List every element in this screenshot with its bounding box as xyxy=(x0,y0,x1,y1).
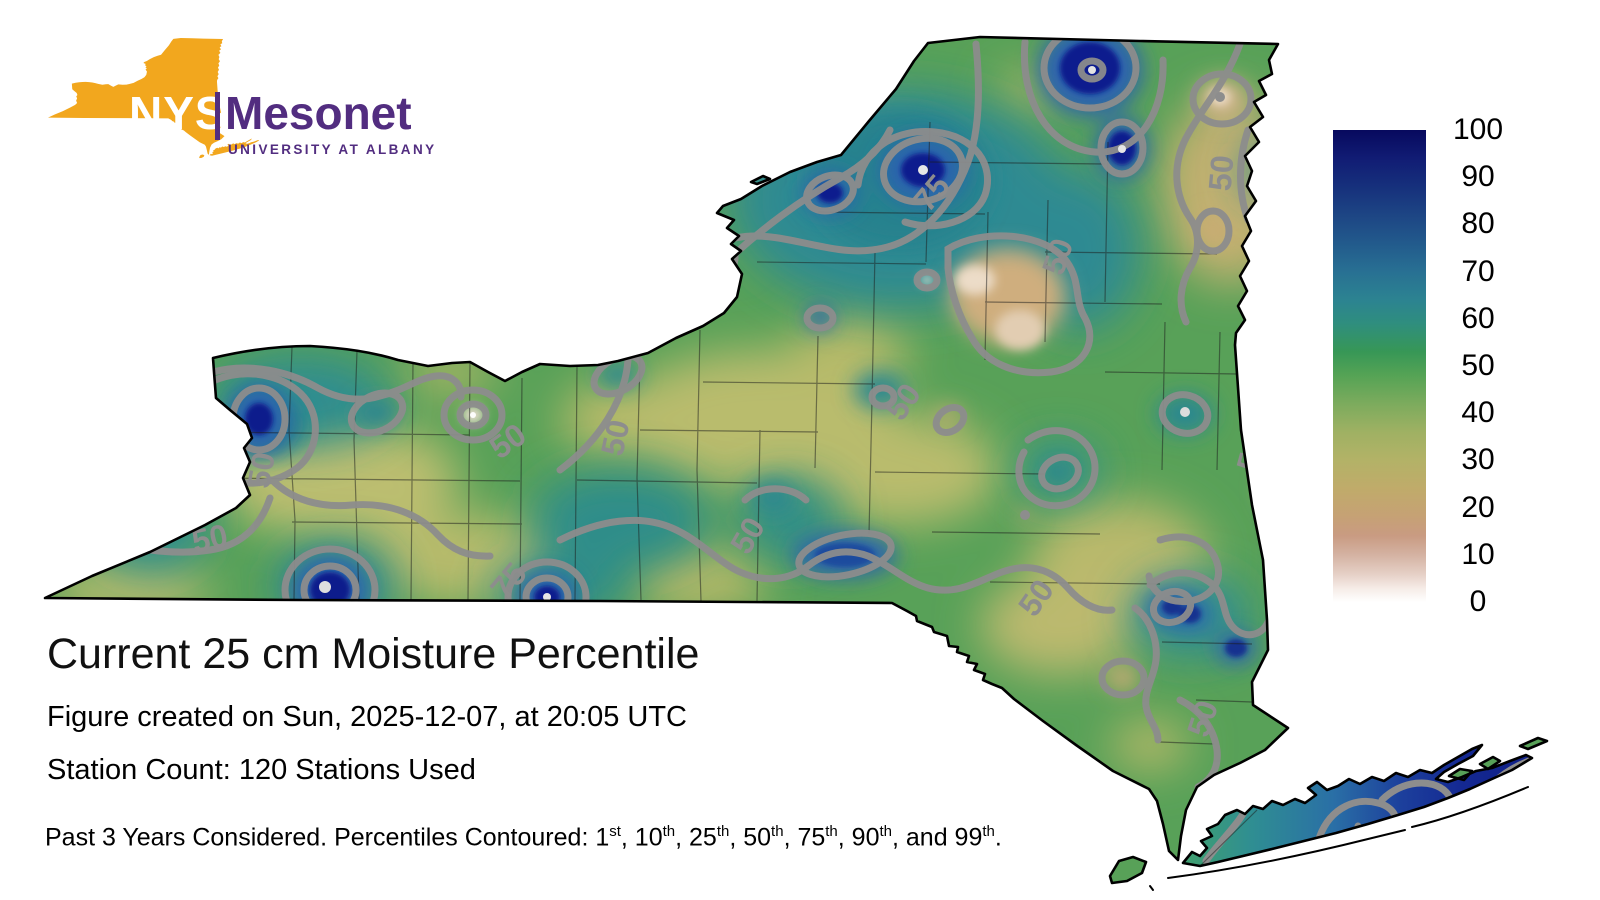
colorbar-ticks: 100 90 80 70 60 50 40 30 20 10 0 xyxy=(1438,113,1518,618)
footnote-sup: th xyxy=(982,823,995,840)
colorbar-tick: 100 xyxy=(1452,113,1504,146)
footnote-sup: th xyxy=(771,823,784,840)
colorbar-tick: 10 xyxy=(1461,538,1495,571)
colorbar-tick: 60 xyxy=(1461,302,1495,335)
colorbar-tick: 40 xyxy=(1461,396,1495,429)
created-timestamp: Figure created on Sun, 2025-12-07, at 20… xyxy=(47,701,687,733)
footnote-text: , 90 xyxy=(837,823,880,852)
logo-mesonet-text: Mesonet xyxy=(225,87,412,139)
contour-label: 50 xyxy=(1229,431,1273,475)
footnote-sup: st xyxy=(609,823,621,840)
colorbar-tick: 90 xyxy=(1461,160,1495,193)
footnote-text: , and 99 xyxy=(892,823,983,852)
contour-label: 50 xyxy=(594,417,637,459)
footnote-sup: th xyxy=(825,823,838,840)
colorbar-tick: 0 xyxy=(1469,585,1487,618)
footnote-text: . xyxy=(994,823,1002,852)
logo-nys-text: NYS xyxy=(129,87,227,139)
colorbar xyxy=(1333,130,1426,602)
colorbar-tick: 80 xyxy=(1461,207,1495,240)
colorbar-tick: 30 xyxy=(1461,443,1495,476)
footnote-text: , 75 xyxy=(783,823,826,852)
nys-mesonet-logo: NYS Mesonet UNIVERSITY AT ALBANY xyxy=(45,34,435,184)
footnote-text: Past 3 Years Considered. Percentiles Con… xyxy=(45,823,610,852)
footnote-text: , 50 xyxy=(729,823,772,852)
footnote-text: , 25 xyxy=(675,823,717,852)
footnote-sup: th xyxy=(662,823,676,840)
footnote-sup: th xyxy=(879,823,892,840)
barrier-islands xyxy=(1149,786,1529,891)
footnote-text: , 10 xyxy=(620,823,663,852)
colorbar-tick: 50 xyxy=(1461,349,1495,382)
station-count: Station Count: 120 Stations Used xyxy=(47,754,476,786)
logo-university-text: UNIVERSITY AT ALBANY xyxy=(228,142,437,157)
contour-label: 50 xyxy=(1202,154,1241,193)
figure-title: Current 25 cm Moisture Percentile xyxy=(47,630,700,678)
colorbar-tick: 70 xyxy=(1461,255,1495,288)
percentiles-footnote: Past 3 Years Considered. Percentiles Con… xyxy=(45,823,1002,852)
logo-divider xyxy=(215,92,220,140)
colorbar-tick: 20 xyxy=(1461,491,1495,524)
extrema-dots xyxy=(319,66,1225,601)
footnote-sup: th xyxy=(716,823,730,840)
